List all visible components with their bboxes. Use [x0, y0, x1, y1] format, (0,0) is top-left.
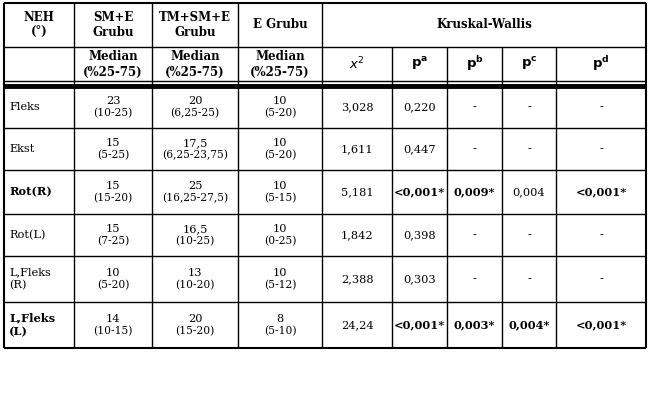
Text: 1,611: 1,611	[341, 144, 373, 154]
Text: Median
(%25-75): Median (%25-75)	[165, 49, 225, 78]
Text: L,Fleks
(L): L,Fleks (L)	[9, 313, 55, 338]
Text: -: -	[527, 102, 531, 112]
Text: L,Fleks
(R): L,Fleks (R)	[9, 267, 51, 291]
Text: (5-20): (5-20)	[264, 108, 296, 118]
Text: (16,25-27,5): (16,25-27,5)	[162, 193, 228, 203]
Text: TM+SM+E
Grubu: TM+SM+E Grubu	[159, 11, 231, 39]
Text: 14: 14	[106, 314, 120, 324]
Text: (5-15): (5-15)	[264, 193, 296, 203]
Text: (15-20): (15-20)	[94, 193, 133, 203]
Text: $\mathbf{p}^{\mathbf{c}}$: $\mathbf{p}^{\mathbf{c}}$	[521, 55, 538, 72]
Text: 23: 23	[106, 96, 120, 106]
Text: (5-20): (5-20)	[97, 280, 129, 290]
Text: E Grubu: E Grubu	[253, 18, 307, 31]
Text: 10: 10	[106, 268, 120, 278]
Text: (7-25): (7-25)	[97, 236, 129, 246]
Text: (6,25-25): (6,25-25)	[170, 108, 220, 118]
Text: 0,004: 0,004	[513, 187, 545, 197]
Text: -: -	[599, 102, 603, 112]
Text: 2,388: 2,388	[341, 274, 373, 284]
Text: -: -	[527, 274, 531, 284]
Text: (5-10): (5-10)	[264, 326, 296, 336]
Text: 10: 10	[273, 138, 287, 148]
Text: 10: 10	[273, 96, 287, 106]
Text: 25: 25	[188, 181, 202, 191]
Text: $\mathbf{p}^{\mathbf{b}}$: $\mathbf{p}^{\mathbf{b}}$	[465, 55, 484, 74]
Text: -: -	[599, 144, 603, 154]
Text: Kruskal-Wallis: Kruskal-Wallis	[436, 18, 532, 31]
Text: 15: 15	[106, 138, 120, 148]
Text: -: -	[599, 230, 603, 240]
Text: -: -	[473, 230, 476, 240]
Text: -: -	[473, 102, 476, 112]
Text: -: -	[599, 274, 603, 284]
Text: <0,001*: <0,001*	[575, 187, 627, 197]
Text: Rot(R): Rot(R)	[9, 187, 52, 197]
Text: NEH
(°): NEH (°)	[23, 11, 55, 39]
Text: 0,009*: 0,009*	[454, 187, 495, 197]
Text: 13: 13	[188, 268, 202, 278]
Text: (10-25): (10-25)	[94, 108, 133, 118]
Text: 16,5: 16,5	[182, 224, 208, 234]
Text: (10-20): (10-20)	[176, 280, 214, 290]
Text: <0,001*: <0,001*	[394, 187, 445, 197]
Text: 24,24: 24,24	[341, 320, 373, 330]
Text: 0,447: 0,447	[403, 144, 436, 154]
Text: 15: 15	[106, 224, 120, 234]
Text: <0,001*: <0,001*	[394, 320, 445, 330]
Text: 20: 20	[188, 96, 202, 106]
Text: 3,028: 3,028	[341, 102, 373, 112]
Text: 10: 10	[273, 224, 287, 234]
Text: Median
(%25-75): Median (%25-75)	[83, 49, 143, 78]
Text: 0,220: 0,220	[403, 102, 436, 112]
Text: Fleks: Fleks	[9, 102, 40, 112]
Text: 0,004*: 0,004*	[508, 320, 550, 330]
Text: Rot(L): Rot(L)	[9, 230, 46, 240]
Text: SM+E
Grubu: SM+E Grubu	[92, 11, 134, 39]
Text: $\mathbf{p}^{\mathbf{a}}$: $\mathbf{p}^{\mathbf{a}}$	[411, 55, 428, 72]
Text: (10-15): (10-15)	[93, 326, 133, 336]
Text: (6,25-23,75): (6,25-23,75)	[162, 150, 228, 160]
Text: 0,303: 0,303	[403, 274, 436, 284]
Text: -: -	[527, 144, 531, 154]
Text: 0,398: 0,398	[403, 230, 436, 240]
Text: 8: 8	[276, 314, 283, 324]
Text: (5-12): (5-12)	[264, 280, 296, 290]
Text: <0,001*: <0,001*	[575, 320, 627, 330]
Text: 1,842: 1,842	[341, 230, 373, 240]
Text: 10: 10	[273, 181, 287, 191]
Text: $\mathit{x}^2$: $\mathit{x}^2$	[349, 56, 365, 72]
Text: Median
(%25-75): Median (%25-75)	[250, 49, 310, 78]
Text: $\mathbf{p}^{\mathbf{d}}$: $\mathbf{p}^{\mathbf{d}}$	[592, 55, 610, 74]
Text: -: -	[473, 274, 476, 284]
Text: -: -	[527, 230, 531, 240]
Text: (5-25): (5-25)	[97, 150, 129, 160]
Text: 10: 10	[273, 268, 287, 278]
Text: (0-25): (0-25)	[264, 236, 296, 246]
Text: Ekst: Ekst	[9, 144, 34, 154]
Text: 20: 20	[188, 314, 202, 324]
Text: (5-20): (5-20)	[264, 150, 296, 160]
Text: 5,181: 5,181	[341, 187, 373, 197]
Text: (10-25): (10-25)	[176, 236, 214, 246]
Text: 0,003*: 0,003*	[454, 320, 495, 330]
Text: -: -	[473, 144, 476, 154]
Text: (15-20): (15-20)	[176, 326, 214, 336]
Text: 17,5: 17,5	[182, 138, 208, 148]
Text: 15: 15	[106, 181, 120, 191]
